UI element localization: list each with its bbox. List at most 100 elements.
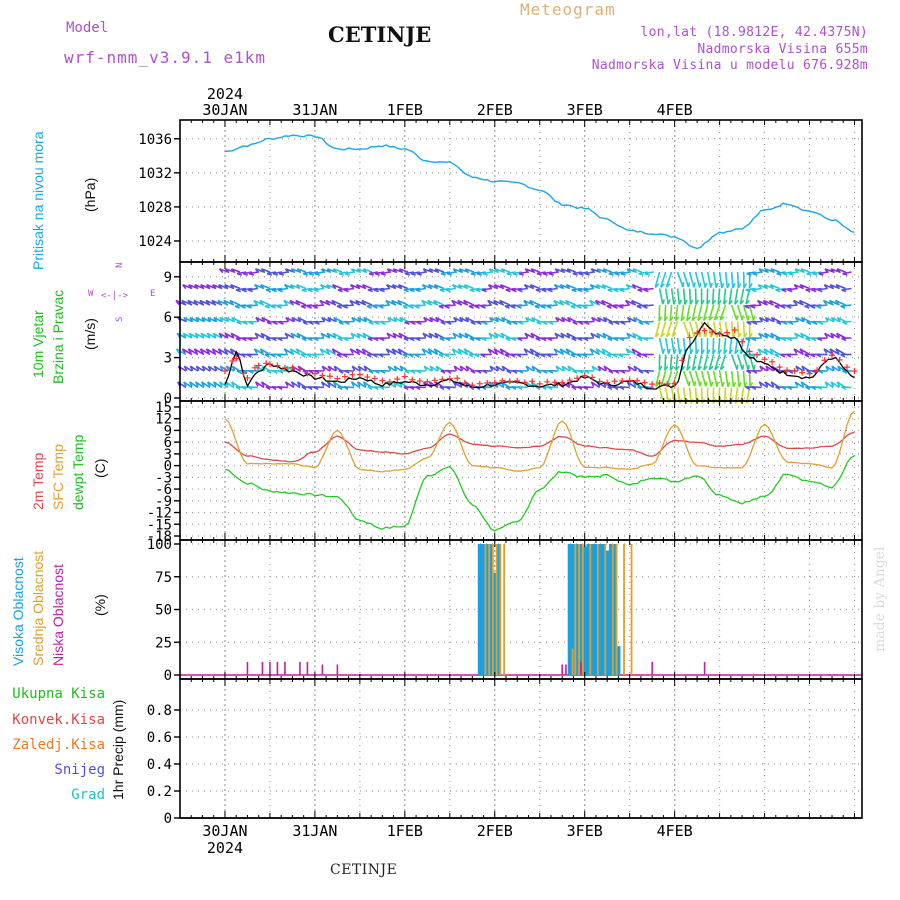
wind-arrow-head: [618, 305, 624, 309]
high-cloud-bar: [593, 544, 598, 675]
wind-arrow: [361, 299, 373, 306]
wind-arrow: [688, 271, 695, 288]
wind-gust-mark: [716, 330, 723, 337]
wind-arrow-head: [736, 364, 739, 370]
wind-arrow-head: [386, 332, 391, 338]
wind-arrow-head: [391, 300, 396, 305]
wind-arrow-head: [343, 289, 349, 293]
wind-arrow-head: [374, 321, 380, 325]
wind-arrow-head: [427, 284, 433, 290]
wind-arrow-head: [769, 284, 775, 290]
year-top: 2024: [207, 85, 243, 103]
wind-arrow-head: [758, 268, 764, 274]
wind-gust-mark: [401, 373, 408, 380]
wind-arrow-head: [367, 386, 373, 391]
wind-arrow-head: [218, 284, 223, 290]
wind-arrow-head: [373, 289, 379, 293]
wind-arrow-head: [362, 381, 367, 387]
wind-arrow-head: [481, 289, 487, 293]
wind-arrow-head: [595, 300, 600, 305]
wind-arrow-head: [445, 386, 451, 391]
wind-arrow-head: [224, 268, 230, 274]
wind-arrow-head: [749, 332, 753, 338]
high-cloud-bar: [605, 550, 610, 675]
wind-arrow: [694, 271, 701, 288]
wind-arrow-head: [747, 364, 750, 371]
wind-arrow-head: [782, 272, 788, 276]
wind-arrow-head: [695, 299, 700, 305]
wind-arrow-head: [571, 337, 577, 342]
wind-arrow-head: [404, 272, 410, 276]
wind-gust-mark: [319, 372, 326, 379]
wind-arrow-head: [344, 369, 350, 374]
wind-arrow: [229, 299, 241, 306]
wind-arrow-head: [702, 316, 708, 322]
wind-arrow-head: [601, 348, 606, 354]
wind-arrow: [714, 354, 721, 371]
wind-arrow-head: [482, 321, 488, 325]
wind-arrow: [717, 288, 721, 305]
wind-arrow-head: [469, 337, 475, 342]
wind-arrow-head: [529, 300, 534, 305]
wind-arrow-head: [530, 268, 536, 274]
wind-arrow-head: [444, 305, 450, 309]
wind-gust-mark: [649, 381, 656, 388]
wind-arrow-head: [356, 332, 361, 338]
wind-arrow-head: [542, 272, 548, 276]
wind-arrow-head: [284, 332, 289, 338]
wind-arrow: [665, 271, 673, 288]
wind-arrow-head: [804, 305, 810, 309]
wind-arrow-head: [313, 337, 319, 342]
wind-gust-mark: [581, 372, 588, 379]
wind-arrow: [708, 354, 715, 371]
pressure-panel: [224, 134, 855, 250]
wind-arrow-head: [748, 283, 753, 289]
wind-arrow-head: [607, 289, 613, 293]
wind-arrow-head: [571, 289, 577, 293]
wind-arrow-head: [379, 386, 385, 391]
wind-arrow-head: [320, 268, 326, 274]
wind-arrow: [202, 269, 210, 272]
wind-arrow-head: [404, 369, 410, 374]
wind-arrow: [196, 269, 204, 272]
y-tick-label: 100: [147, 537, 172, 553]
y-tick-label: -15: [147, 517, 172, 533]
wind-panel: N E S W <-|->: [88, 263, 858, 404]
temperature-panel: [224, 410, 855, 532]
wind-arrow-head: [706, 299, 711, 305]
x-label-top: 31JAN: [292, 101, 337, 119]
wind-arrow-head: [434, 332, 439, 338]
x-label-top: 4FEB: [657, 101, 693, 119]
wind-arrow: [702, 304, 709, 321]
wind-arrow-head: [248, 272, 255, 276]
wind-arrow: [682, 337, 686, 355]
wind-arrow-head: [631, 284, 637, 290]
wind-arrow-head: [457, 284, 463, 290]
wind-arrow-head: [465, 365, 470, 371]
wind-arrow-head: [741, 315, 745, 321]
wind-arrow-head: [620, 272, 626, 276]
wind-arrow-head: [489, 365, 494, 371]
y-tick-label: 6: [164, 310, 172, 326]
wind-arrow: [631, 299, 642, 306]
wind-arrow-head: [823, 348, 828, 354]
wind-arrow-head: [553, 300, 558, 305]
legend-ukupna-kisa: Ukupna Kisa: [12, 686, 105, 702]
wind-arrow-head: [403, 386, 409, 391]
wind-arrow-head: [314, 369, 320, 374]
wind-gust-mark: [596, 378, 603, 385]
year-bottom: 2024: [207, 839, 243, 857]
wind-arrow-head: [195, 317, 200, 323]
wind-arrow-head: [576, 353, 582, 358]
wind-arrow: [734, 288, 739, 305]
wind-arrow-head: [523, 284, 529, 290]
wind-arrow-head: [438, 353, 444, 358]
wind-arrow-head: [619, 289, 625, 293]
wind-gust-mark: [233, 355, 240, 362]
wind-arrow: [703, 354, 709, 371]
wind-arrow-head: [518, 321, 524, 325]
wind-arrow-head: [475, 289, 481, 293]
wind-arrow-head: [240, 353, 246, 358]
wind-arrow-head: [703, 365, 708, 371]
high-cloud-bar: [485, 544, 490, 675]
